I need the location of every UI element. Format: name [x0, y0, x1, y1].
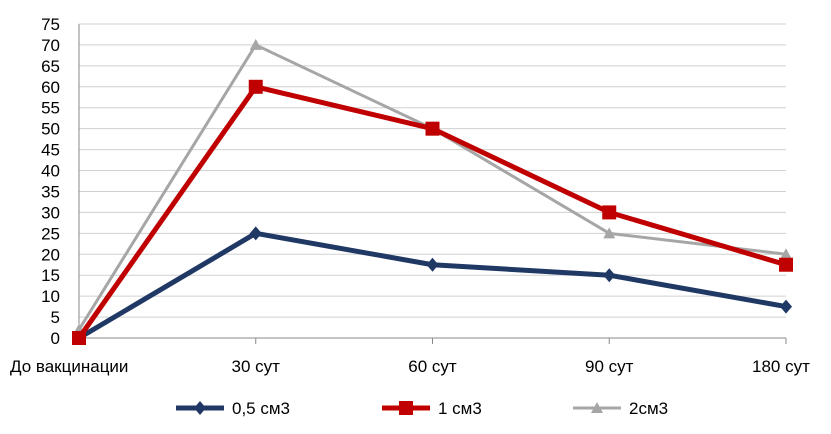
data-point	[249, 38, 262, 50]
x-tick-label: 60 сут	[408, 357, 457, 376]
legend-marker	[591, 402, 603, 413]
x-tick-label: 180 сут	[752, 357, 810, 376]
y-tick-label: 55	[41, 99, 60, 118]
y-tick-label: 65	[41, 57, 60, 76]
y-tick-label: 20	[41, 245, 60, 264]
data-point	[603, 227, 616, 239]
data-point	[426, 257, 439, 272]
legend-item-2: 1 см3	[382, 399, 482, 418]
legend-label: 1 см3	[438, 399, 482, 418]
y-tick-label: 35	[41, 182, 60, 201]
data-point	[248, 79, 263, 94]
y-tick-label: 15	[41, 266, 60, 285]
data-point	[72, 331, 86, 345]
legend-label: 0,5 см3	[232, 399, 290, 418]
data-point	[603, 268, 616, 283]
legend-item-3: 2см3	[573, 399, 668, 418]
y-tick-label: 60	[41, 78, 60, 97]
y-tick-label: 25	[41, 224, 60, 243]
x-tick-label: До вакцинации	[10, 357, 128, 376]
y-tick-label: 10	[41, 287, 60, 306]
series-group	[72, 38, 793, 345]
x-tick-label: 30 сут	[232, 357, 281, 376]
data-point	[780, 299, 792, 314]
legend-item-1: 0,5 см3	[176, 399, 290, 418]
y-tick-label: 5	[51, 308, 60, 327]
y-tick-label: 75	[41, 15, 60, 34]
y-tick-label: 0	[51, 329, 60, 348]
legend-marker	[399, 401, 413, 415]
data-point	[780, 248, 792, 260]
data-point	[779, 257, 793, 272]
data-point	[249, 226, 262, 241]
x-axis-ticks: До вакцинации 30 сут 60 сут 90 сут 180 сут	[10, 357, 810, 376]
legend-label: 2см3	[629, 399, 668, 418]
y-tick-label: 45	[41, 141, 60, 160]
legend-marker	[194, 401, 206, 415]
series-line	[77, 230, 787, 341]
legend: 0,5 см3 1 см3 2см3	[176, 399, 668, 418]
y-tick-label: 40	[41, 162, 60, 181]
y-tick-label: 30	[41, 203, 60, 222]
x-tick-label: 90 сут	[585, 357, 634, 376]
y-tick-label: 70	[41, 36, 60, 55]
y-tick-label: 50	[41, 120, 60, 139]
data-point	[425, 121, 440, 136]
gridlines	[78, 23, 787, 344]
series-1	[73, 226, 792, 345]
data-point	[602, 205, 617, 220]
series-2	[72, 79, 793, 345]
